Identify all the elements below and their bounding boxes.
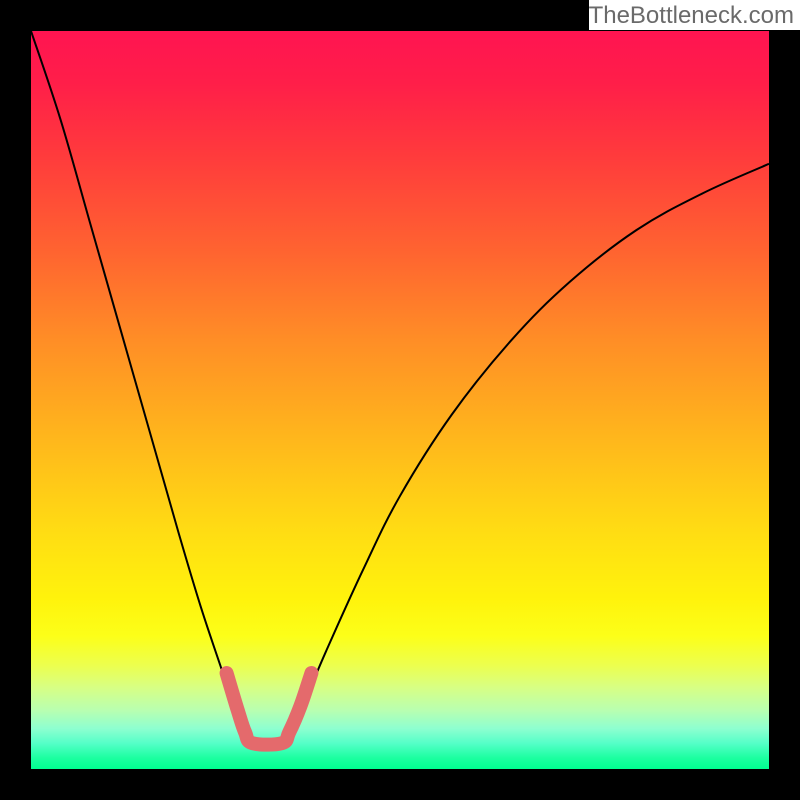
gradient-background: [31, 31, 769, 769]
attribution-label: TheBottleneck.com: [589, 0, 800, 30]
plot-area: [31, 31, 769, 769]
chart-svg: [31, 31, 769, 769]
chart-outer-frame: TheBottleneck.com: [0, 0, 800, 800]
